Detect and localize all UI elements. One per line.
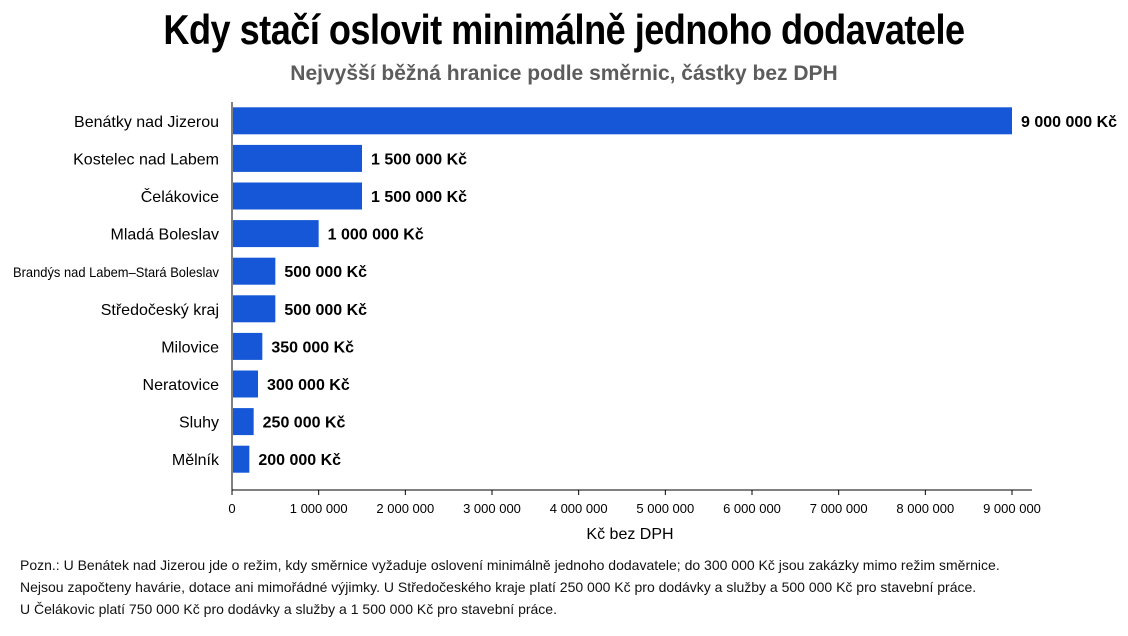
category-label-8: Sluhy	[179, 415, 219, 432]
value-label-4: 500 000 Kč	[284, 264, 367, 281]
bar-5	[233, 295, 276, 323]
x-tick-label-5: 5 000 000	[636, 501, 694, 516]
x-tick-label-0: 0	[228, 501, 235, 516]
bar-3	[233, 220, 319, 248]
value-label-5: 500 000 Kč	[284, 302, 367, 319]
value-label-0: 9 000 000 Kč	[1021, 114, 1117, 131]
bar-9	[233, 445, 250, 473]
category-label-6: Milovice	[161, 339, 219, 356]
bar-2	[233, 182, 362, 210]
bar-8	[233, 408, 254, 436]
bar-4	[233, 257, 276, 285]
value-label-7: 300 000 Kč	[267, 377, 350, 394]
value-label-3: 1 000 000 Kč	[328, 227, 424, 244]
x-tick-label-6: 6 000 000	[723, 501, 781, 516]
bar-chart: Benátky nad Jizerou 9 000 000 Kč Kostelec …	[13, 102, 1117, 543]
value-label-6: 350 000 Kč	[271, 339, 354, 356]
footnote-line-3: U Čelákovic platí 750 000 Kč pro dodávky…	[20, 601, 557, 617]
category-label-2: Čelákovice	[141, 187, 219, 206]
value-label-1: 1 500 000 Kč	[371, 151, 467, 168]
footnote-line-1: Pozn.: U Benátek nad Jizerou jde o režim…	[20, 557, 1000, 573]
x-tick-label-1: 1 000 000	[290, 501, 348, 516]
category-label-1: Kostelec nad Labem	[73, 151, 219, 168]
value-label-9: 200 000 Kč	[258, 452, 341, 469]
x-tick-label-4: 4 000 000	[550, 501, 608, 516]
x-axis-title: Kč bez DPH	[586, 526, 673, 543]
footnote: Pozn.: U Benátek nad Jizerou jde o režim…	[20, 554, 1120, 620]
x-tick-label-8: 8 000 000	[896, 501, 954, 516]
bar-7	[233, 370, 258, 398]
value-label-2: 1 500 000 Kč	[371, 189, 467, 206]
x-tick-label-2: 2 000 000	[376, 501, 434, 516]
category-label-7: Neratovice	[143, 377, 220, 394]
bar-1	[233, 144, 362, 172]
category-label-0: Benátky nad Jizerou	[74, 114, 219, 131]
category-label-9: Mělník	[172, 452, 220, 469]
x-tick-label-9: 9 000 000	[983, 501, 1041, 516]
chart-title: Kdy stačí oslovit minimálně jednoho doda…	[163, 6, 965, 53]
value-label-8: 250 000 Kč	[263, 415, 346, 432]
bar-6	[233, 332, 263, 360]
category-label-4: Brandýs nad Labem–Stará Boleslav	[13, 264, 219, 280]
footnote-line-2: Nejsou započteny havárie, dotace ani mim…	[20, 579, 977, 595]
category-label-3: Mladá Boleslav	[111, 227, 220, 244]
x-tick-label-3: 3 000 000	[463, 501, 521, 516]
category-label-5: Středočeský kraj	[101, 302, 219, 319]
x-tick-label-7: 7 000 000	[810, 501, 868, 516]
bar-0	[233, 107, 1012, 135]
chart-subtitle: Nejvyšší běžná hranice podle směrnic, čá…	[290, 62, 838, 85]
